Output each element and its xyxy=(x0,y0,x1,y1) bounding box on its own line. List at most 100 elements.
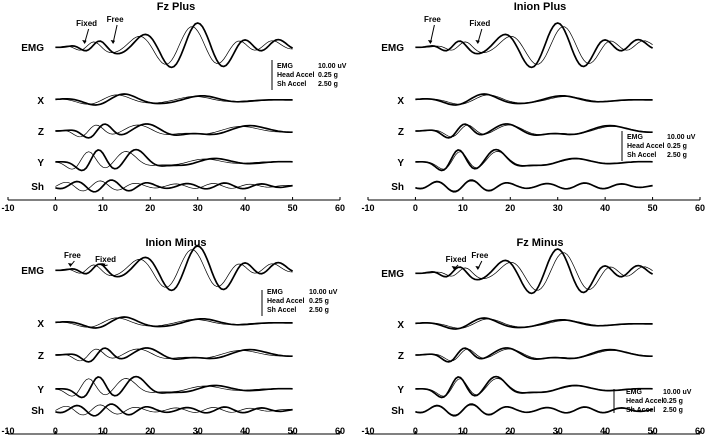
panel-4: Fz Minus -10 0 10 20 30 40 50 60 EMG X Z Y Sh Fixed Fre… xyxy=(361,237,705,436)
x-tick-label: 10 xyxy=(98,203,108,213)
trace-y-free xyxy=(55,151,293,170)
x-tick-label: 50 xyxy=(288,203,298,213)
x-tick-label: 20 xyxy=(145,203,155,213)
trace-emg-free xyxy=(55,249,293,288)
trace-sh-free xyxy=(415,180,653,192)
trace-x-free xyxy=(415,94,653,105)
trace-z-fixed xyxy=(415,123,653,139)
scale-value: 0.25 g xyxy=(318,72,338,79)
channel-label-emg: EMG xyxy=(21,43,44,54)
trace-y-fixed xyxy=(55,148,293,172)
annotation-arrowhead xyxy=(475,40,480,44)
scale-label: Head Accel xyxy=(627,143,665,150)
channel-label-sh: Sh xyxy=(391,182,404,193)
x-tick-label: 30 xyxy=(193,203,203,213)
trace-emg-free xyxy=(415,252,653,291)
x-tick-label: 0 xyxy=(53,426,58,436)
trace-y-free xyxy=(415,151,653,170)
scale-label: EMG xyxy=(267,289,284,296)
channel-label-y: Y xyxy=(397,385,404,396)
trace-x-fixed xyxy=(415,93,653,106)
trace-emg-free xyxy=(415,26,653,65)
scale-value: 2.50 g xyxy=(663,407,683,414)
panel-2: Inion Plus -10 0 10 20 30 40 50 60 EMG X Z Y Sh Fixed F… xyxy=(361,1,705,213)
trace-x-free xyxy=(55,317,293,328)
scale-label: Head Accel xyxy=(267,298,305,305)
trace-emg-fixed xyxy=(55,22,294,69)
panel-title: Fz Plus xyxy=(157,1,196,13)
x-tick-label: 40 xyxy=(600,203,610,213)
annotation-arrowhead xyxy=(82,40,87,44)
trace-sh-free xyxy=(415,404,653,416)
scale-label: EMG xyxy=(277,63,294,70)
scale-label: Sh Accel xyxy=(277,81,306,88)
trace-sh-fixed xyxy=(55,179,293,193)
trace-emg-fixed xyxy=(55,245,294,292)
channel-label-x: X xyxy=(397,320,404,331)
x-tick-label: 30 xyxy=(553,426,563,436)
trace-z-free xyxy=(415,124,653,138)
annotation-fixed: Fixed xyxy=(446,255,467,264)
channel-label-sh: Sh xyxy=(31,182,44,193)
trace-sh-fixed xyxy=(55,403,293,417)
channel-label-y: Y xyxy=(37,385,44,396)
x-tick-label: 20 xyxy=(505,203,515,213)
x-tick-label: -10 xyxy=(361,426,374,436)
x-tick-label: 40 xyxy=(240,426,250,436)
annotation-arrowhead xyxy=(67,263,73,267)
channel-label-sh: Sh xyxy=(31,406,44,417)
x-tick-label: 20 xyxy=(145,426,155,436)
x-tick-label: 0 xyxy=(413,426,418,436)
channel-label-x: X xyxy=(37,96,44,107)
x-tick-label: 50 xyxy=(288,426,298,436)
annotation-arrow xyxy=(429,24,435,44)
x-tick-label: 40 xyxy=(240,203,250,213)
annotation-arrowhead xyxy=(101,263,106,267)
annotation-free: Free xyxy=(107,15,124,24)
trace-x-fixed xyxy=(55,316,293,329)
trace-x-free xyxy=(55,94,293,105)
channel-label-emg: EMG xyxy=(381,269,404,280)
channel-label-x: X xyxy=(37,319,44,330)
x-tick-label: 10 xyxy=(98,426,108,436)
annotation-arrowhead xyxy=(110,40,116,44)
x-tick-label: 30 xyxy=(553,203,563,213)
scale-value: 2.50 g xyxy=(309,307,329,314)
scale-value: 2.50 g xyxy=(667,152,687,159)
scale-value: 2.50 g xyxy=(318,81,338,88)
annotation-arrow xyxy=(112,24,118,44)
scale-label: Head Accel xyxy=(277,72,315,79)
channel-label-emg: EMG xyxy=(21,266,44,277)
x-tick-label: -10 xyxy=(361,203,374,213)
scale-value: 10.00 uV xyxy=(663,389,692,396)
panel-title: Inion Plus xyxy=(514,1,567,13)
panel-3: Inion Minus -10 0 10 20 30 40 50 60 EMG X Z Y Sh Fixed… xyxy=(1,237,345,436)
channel-label-y: Y xyxy=(397,158,404,169)
annotation-free: Free xyxy=(424,15,441,24)
annotation-arrowhead xyxy=(475,266,480,270)
x-tick-label: 0 xyxy=(413,203,418,213)
channel-label-z: Z xyxy=(38,127,44,138)
channel-label-z: Z xyxy=(398,351,404,362)
scale-value: 10.00 uV xyxy=(318,63,347,70)
x-tick-label: -10 xyxy=(1,203,14,213)
scale-value: 0.25 g xyxy=(663,398,683,405)
x-tick-label: 60 xyxy=(335,426,345,436)
channel-label-z: Z xyxy=(398,127,404,138)
scale-value: 0.25 g xyxy=(667,143,687,150)
scale-label: Head Accel xyxy=(626,398,664,405)
trace-y-fixed xyxy=(55,375,293,399)
annotation-free: Free xyxy=(471,251,488,260)
scale-label: Sh Accel xyxy=(626,407,655,414)
trace-z-free xyxy=(415,348,653,362)
x-tick-label: -10 xyxy=(1,426,14,436)
trace-x-fixed xyxy=(415,317,653,330)
channel-label-emg: EMG xyxy=(381,43,404,54)
trace-z-free xyxy=(55,348,293,362)
x-tick-label: 20 xyxy=(505,426,515,436)
scale-label: EMG xyxy=(627,134,644,141)
x-tick-label: 60 xyxy=(695,426,705,436)
trace-y-fixed xyxy=(415,148,653,172)
channel-label-sh: Sh xyxy=(391,406,404,417)
